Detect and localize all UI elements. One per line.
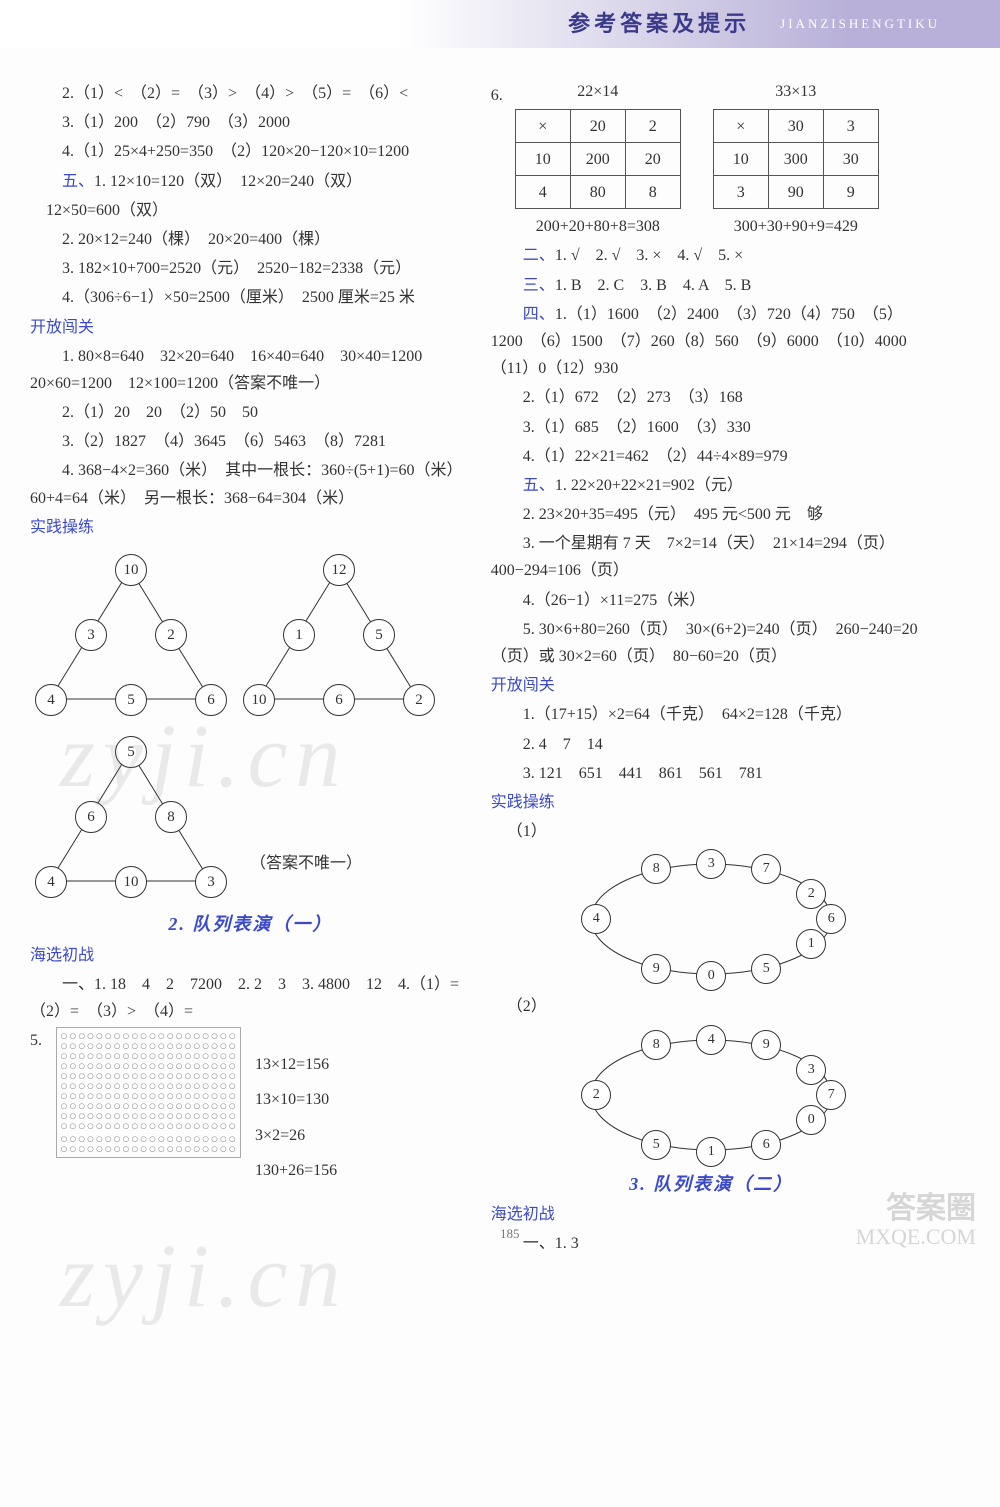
- table-sum: 200+20+80+8=308: [509, 213, 687, 240]
- mul-table-1: ×202 1020020 4808: [515, 109, 681, 209]
- text-line: 五、1. 22×20+22×21=902（元）: [491, 472, 932, 499]
- text-line: 1.（17+15）×2=64（千克） 64×2=128（千克）: [491, 701, 932, 728]
- ring-diagram-2: 8 4 9 3 2 7 5 1 6 0: [571, 1025, 851, 1165]
- ring-diagram-1: 8 3 7 2 4 6 9 0 5 1: [571, 849, 851, 989]
- q5-label: 5.: [30, 1027, 42, 1054]
- page-title: 参考答案及提示: [568, 5, 750, 42]
- page-number: 185: [500, 1223, 520, 1245]
- text-line: 3×2=26: [255, 1118, 337, 1153]
- text-line: 13×12=156: [255, 1047, 337, 1082]
- section-heading: 实践操练: [30, 514, 471, 541]
- section-label: 五、: [523, 477, 555, 494]
- table-title: 33×13: [707, 78, 885, 105]
- footer-watermark: 答案圈 MXQE.COM: [856, 1192, 976, 1249]
- text-line: 4.（1）22×21=462 （2）44÷4×89=979: [491, 443, 932, 470]
- text-line: 5. 30×6+80=260（页） 30×(6+2)=240（页） 260−24…: [491, 616, 932, 670]
- text-line: 2.（1）20 20 （2）50 50: [30, 399, 471, 426]
- section-title: 2. 队列表演（一）: [30, 909, 471, 940]
- text-line: 12×50=600（双）: [30, 197, 471, 224]
- text-line: 三、1. B 2. C 3. B 4. A 5. B: [491, 272, 932, 299]
- mul-table-2: ×303 1030030 3909: [713, 109, 879, 209]
- section-label: 二、: [523, 247, 555, 264]
- text-line: 1. 12×10=120（双） 12×20=240（双）: [94, 173, 362, 190]
- section-heading: 海选初战: [30, 942, 471, 969]
- header-pinyin: JIANZISHENGTIKU: [780, 13, 940, 35]
- text-line: 3.（1）685 （2）1600 （3）330: [491, 414, 932, 441]
- footer-url: MXQE.COM: [856, 1225, 976, 1249]
- q6-label: 6.: [491, 78, 509, 109]
- text-line: 4.（306÷6−1）×50=2500（厘米） 2500 厘米=25 米: [30, 284, 471, 311]
- text-line: 四、1.（1）1600 （2）2400 （3）720（4）750 （5）1200…: [491, 301, 932, 383]
- text-line: 3. 121 651 441 861 561 781: [491, 760, 932, 787]
- section-heading: 实践操练: [491, 789, 932, 816]
- text-line: 4.（26−1）×11=275（米）: [491, 587, 932, 614]
- header-band: 参考答案及提示 JIANZISHENGTIKU: [0, 0, 1000, 48]
- text-line: 130+26=156: [255, 1153, 337, 1188]
- text-line: 一、1. 18 4 2 7200 2. 2 3 3. 4800 12 4.（1）…: [30, 971, 471, 1025]
- text-line: 2.（1）672 （2）273 （3）168: [491, 384, 932, 411]
- diagram-note: （答案不唯一）: [250, 850, 362, 907]
- dot-grid: ○○○○○○○○○○○○○○○○○○○○ ○○○○○○○○○○○○○○○○○○○…: [56, 1027, 241, 1158]
- text-line: 4. 368−4×2=360（米） 其中一根长：360÷(5+1)=60（米） …: [30, 457, 471, 511]
- text-line: 3. 182×10+700=2520（元） 2520−182=2338（元）: [30, 255, 471, 282]
- p1-label: （1）: [491, 818, 932, 845]
- left-column: 2.（1）< （2）= （3）> （4）> （5）= （6）< 3.（1）200…: [20, 78, 481, 1259]
- text-line: 3.（1）200 （2）790 （3）2000: [30, 109, 471, 136]
- triangle-diagram-3: 5 6 8 4 10 3: [30, 731, 230, 901]
- triangle-diagram-1: 10 3 2 4 5 6: [30, 549, 230, 719]
- grid-notes: 13×12=156 13×10=130 3×2=26 130+26=156: [255, 1027, 337, 1188]
- text-line: 1. 80×8=640 32×20=640 16×40=640 30×40=12…: [30, 343, 471, 397]
- triangle-diagram-2: 12 1 5 10 6 2: [238, 549, 438, 719]
- section-label: 三、: [523, 277, 555, 294]
- text-line: 2. 23×20+35=495（元） 495 元<500 元 够: [491, 501, 932, 528]
- text-line: 二、1. √ 2. √ 3. × 4. √ 5. ×: [491, 242, 932, 269]
- text-line: 五、1. 12×10=120（双） 12×20=240（双）: [30, 168, 471, 195]
- text-line: 2. 4 7 14: [491, 731, 932, 758]
- p2-label: （2）: [491, 993, 932, 1020]
- text-line: 3. 一个星期有 7 天 7×2=14（天） 21×14=294（页） 400−…: [491, 530, 932, 584]
- table-sum: 300+30+90+9=429: [707, 213, 885, 240]
- section-label: 五、: [62, 173, 94, 190]
- text-line: 13×10=130: [255, 1082, 337, 1117]
- text-line: 4.（1）25×4+250=350 （2）120×20−120×10=1200: [30, 138, 471, 165]
- text-line: 2.（1）< （2）= （3）> （4）> （5）= （6）<: [30, 80, 471, 107]
- content-columns: 2.（1）< （2）= （3）> （4）> （5）= （6）< 3.（1）200…: [0, 78, 1000, 1259]
- section-heading: 开放闯关: [30, 314, 471, 341]
- text-line: 3.（2）1827 （4）3645 （6）5463 （8）7281: [30, 428, 471, 455]
- table-title: 22×14: [509, 78, 687, 105]
- text-line: 2. 20×12=240（棵） 20×20=400（棵）: [30, 226, 471, 253]
- section-label: 四、: [523, 306, 555, 323]
- section-heading: 开放闯关: [491, 672, 932, 699]
- right-column: 6. 22×14 ×202 1020020 4808 200+20+80+8=3…: [481, 78, 942, 1259]
- footer-brand: 答案圈: [856, 1192, 976, 1225]
